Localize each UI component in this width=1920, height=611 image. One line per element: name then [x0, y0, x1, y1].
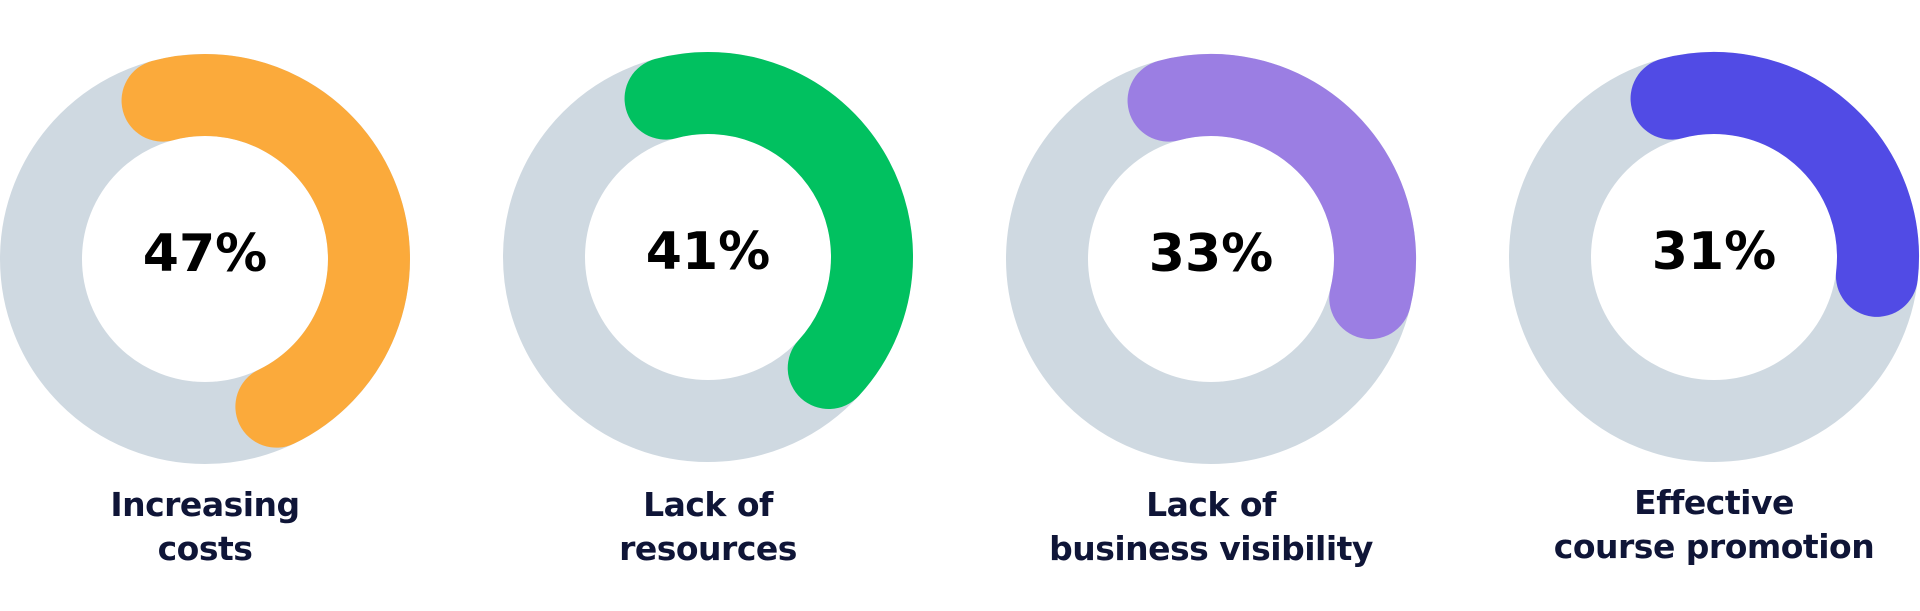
caption-line: resources [619, 529, 797, 568]
caption-line: Lack of [643, 485, 773, 524]
donut-chart-1: 47% [0, 54, 410, 464]
donut-caption-1: Increasing costs [5, 483, 405, 571]
donut-caption-3: Lack of business visibility [1011, 483, 1411, 571]
caption-line: costs [157, 529, 253, 568]
donut-value-label-2: 41% [646, 222, 770, 282]
caption-line: course promotion [1553, 527, 1875, 566]
donut-chart-3: 33% [1006, 54, 1416, 464]
caption-line: Increasing [110, 485, 300, 524]
caption-line: Lack of [1146, 485, 1276, 524]
caption-line: business visibility [1049, 529, 1373, 568]
donut-arc-2 [624, 52, 913, 410]
donut-arc-1 [121, 54, 410, 448]
caption-line: Effective [1634, 483, 1794, 522]
donut-caption-4: Effective course promotion [1514, 481, 1914, 569]
donut-arc-3 [1127, 54, 1416, 340]
donut-value-label-1: 47% [143, 224, 267, 284]
donut-arc-4 [1630, 52, 1919, 317]
donut-value-label-4: 31% [1652, 222, 1776, 282]
donut-chart-2: 41% [503, 52, 913, 462]
donut-chart-4: 31% [1509, 52, 1919, 462]
donut-caption-2: Lack of resources [508, 483, 908, 571]
donut-value-label-3: 33% [1149, 224, 1273, 284]
